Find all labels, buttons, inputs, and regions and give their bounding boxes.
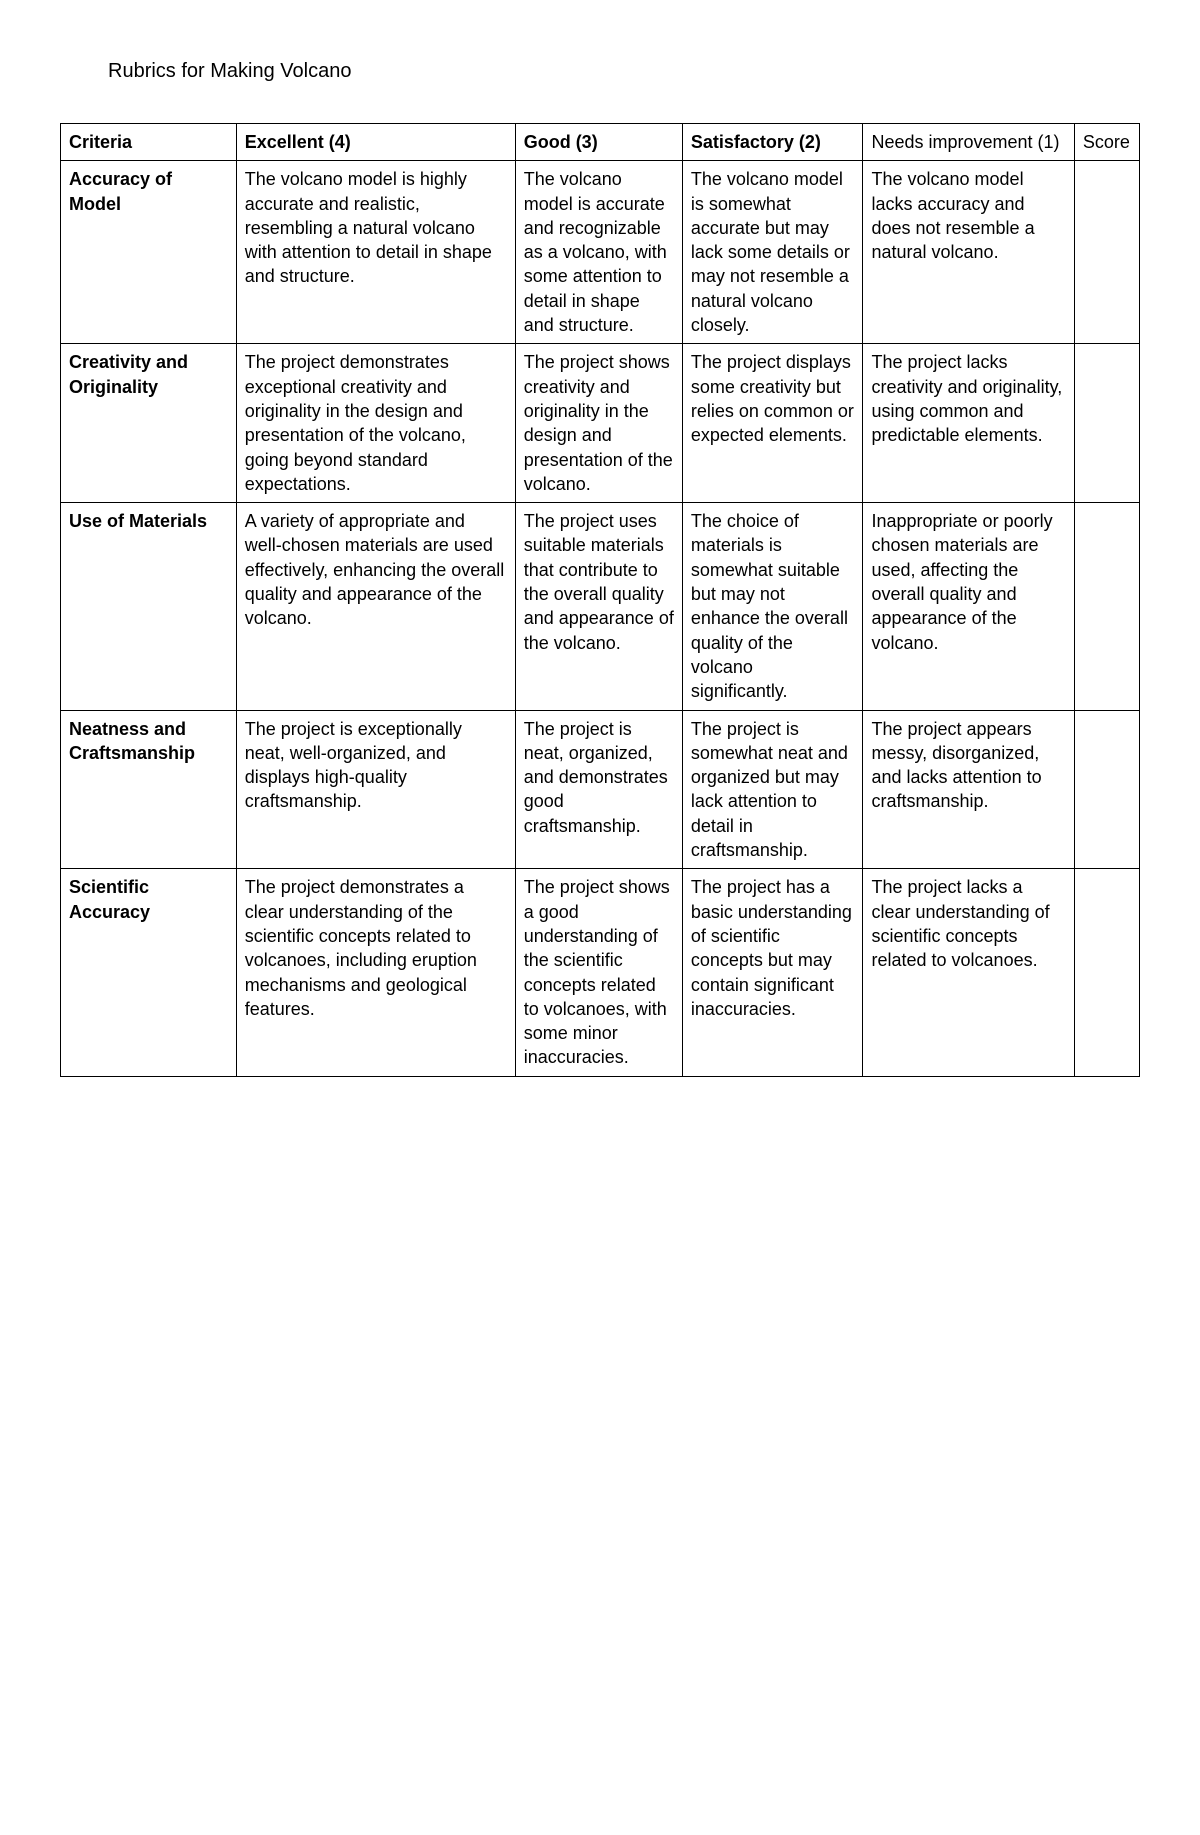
header-excellent: Excellent (4) (236, 124, 515, 161)
document-title: Rubrics for Making Volcano (108, 60, 1140, 83)
satisfactory-cell: The project is somewhat neat and organiz… (682, 710, 863, 869)
table-row: Use of Materials A variety of appropriat… (61, 503, 1140, 710)
good-cell: The project shows a good understanding o… (515, 869, 682, 1076)
score-cell (1074, 161, 1139, 344)
rubric-table: Criteria Excellent (4) Good (3) Satisfac… (60, 123, 1140, 1077)
good-cell: The volcano model is accurate and recogn… (515, 161, 682, 344)
header-criteria: Criteria (61, 124, 237, 161)
score-cell (1074, 344, 1139, 503)
needs-cell: The project lacks a clear understanding … (863, 869, 1074, 1076)
criteria-cell: Creativity and Originality (61, 344, 237, 503)
excellent-cell: A variety of appropriate and well-chosen… (236, 503, 515, 710)
table-row: Neatness and Craftsmanship The project i… (61, 710, 1140, 869)
needs-cell: The volcano model lacks accuracy and doe… (863, 161, 1074, 344)
score-cell (1074, 869, 1139, 1076)
criteria-cell: Accuracy of Model (61, 161, 237, 344)
table-row: Accuracy of Model The volcano model is h… (61, 161, 1140, 344)
header-needs: Needs improvement (1) (863, 124, 1074, 161)
satisfactory-cell: The choice of materials is somewhat suit… (682, 503, 863, 710)
score-cell (1074, 503, 1139, 710)
needs-cell: The project appears messy, disorganized,… (863, 710, 1074, 869)
header-satisfactory: Satisfactory (2) (682, 124, 863, 161)
good-cell: The project shows creativity and origina… (515, 344, 682, 503)
table-header-row: Criteria Excellent (4) Good (3) Satisfac… (61, 124, 1140, 161)
excellent-cell: The project demonstrates exceptional cre… (236, 344, 515, 503)
satisfactory-cell: The volcano model is somewhat accurate b… (682, 161, 863, 344)
criteria-cell: Neatness and Craftsmanship (61, 710, 237, 869)
satisfactory-cell: The project has a basic understanding of… (682, 869, 863, 1076)
good-cell: The project is neat, organized, and demo… (515, 710, 682, 869)
score-cell (1074, 710, 1139, 869)
needs-cell: The project lacks creativity and origina… (863, 344, 1074, 503)
satisfactory-cell: The project displays some creativity but… (682, 344, 863, 503)
excellent-cell: The project demonstrates a clear underst… (236, 869, 515, 1076)
needs-cell: Inappropriate or poorly chosen materials… (863, 503, 1074, 710)
criteria-cell: Scientific Accuracy (61, 869, 237, 1076)
table-row: Scientific Accuracy The project demonstr… (61, 869, 1140, 1076)
good-cell: The project uses suitable materials that… (515, 503, 682, 710)
criteria-cell: Use of Materials (61, 503, 237, 710)
excellent-cell: The volcano model is highly accurate and… (236, 161, 515, 344)
header-score: Score (1074, 124, 1139, 161)
table-row: Creativity and Originality The project d… (61, 344, 1140, 503)
excellent-cell: The project is exceptionally neat, well-… (236, 710, 515, 869)
header-good: Good (3) (515, 124, 682, 161)
table-body: Accuracy of Model The volcano model is h… (61, 161, 1140, 1076)
